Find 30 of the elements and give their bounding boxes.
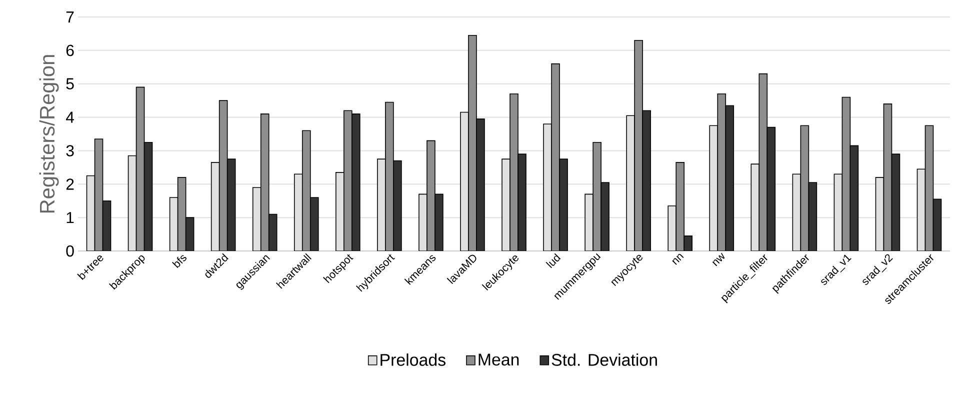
y-tick-label: 7 [66, 12, 74, 22]
y-tick-label: 3 [66, 145, 74, 156]
y-tick-label: 6 [66, 44, 74, 56]
legend-label: Std. Deviation [552, 353, 657, 366]
bar [144, 142, 153, 251]
x-tick-label: nn [672, 254, 684, 265]
y-tick-label: 5 [66, 78, 74, 90]
bar [218, 100, 228, 251]
bar [924, 125, 934, 251]
bar [102, 200, 112, 251]
bar [842, 96, 851, 251]
legend-label: Mean [478, 354, 519, 366]
bar [850, 145, 859, 251]
y-axis-title: Registers/Region [39, 55, 59, 213]
y-tick-label: 0 [66, 245, 74, 257]
bar [808, 182, 818, 251]
bar [94, 138, 104, 251]
bar [185, 217, 194, 251]
x-tick-label: bfs [172, 255, 186, 268]
bar [226, 158, 236, 251]
y-tick-label: 2 [66, 178, 74, 190]
bar [891, 154, 900, 251]
bar [136, 86, 145, 251]
bar [177, 177, 186, 251]
y-tick-label: 4 [66, 112, 74, 123]
bar [883, 104, 892, 251]
bar [800, 125, 810, 251]
bar [932, 198, 942, 251]
legend-label: Preloads [380, 353, 446, 366]
y-tick-label: 1 [66, 212, 74, 224]
